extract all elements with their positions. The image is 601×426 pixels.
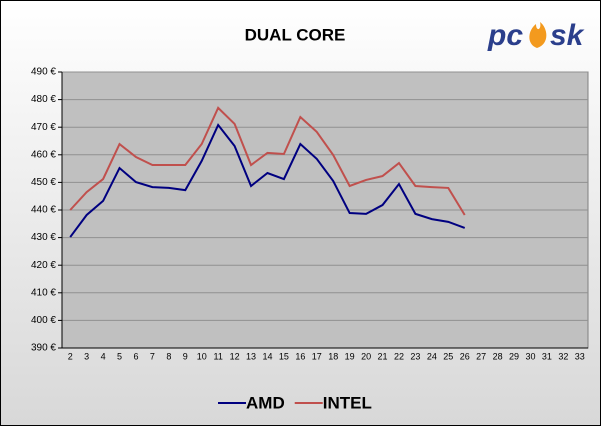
- x-tick-label: 32: [558, 351, 568, 361]
- series-line: [69, 123, 466, 238]
- x-tick-label: 26: [460, 351, 470, 361]
- x-tick-label: 25: [443, 351, 453, 361]
- x-tick-label: 7: [150, 351, 155, 361]
- x-tick-label: 10: [197, 351, 207, 361]
- x-tick-label: 30: [525, 351, 535, 361]
- x-tick-label: 18: [328, 351, 338, 361]
- y-tick-label: 440 €: [31, 205, 56, 216]
- legend-label: AMD: [246, 393, 285, 412]
- x-tick-label: 4: [101, 351, 106, 361]
- y-tick-label: 430 €: [31, 232, 56, 243]
- y-tick-label: 390 €: [31, 343, 56, 354]
- y-tick-label: 480 €: [31, 94, 56, 105]
- x-tick-label: 2: [68, 351, 73, 361]
- y-tick-label: 410 €: [31, 287, 56, 298]
- logo: pc sk: [487, 19, 585, 52]
- x-tick-label: 21: [378, 351, 388, 361]
- x-tick-label: 12: [230, 351, 240, 361]
- y-tick-label: 400 €: [31, 315, 56, 326]
- y-tick-label: 420 €: [31, 260, 56, 271]
- x-tick-label: 28: [493, 351, 503, 361]
- y-tick-label: 450 €: [31, 177, 56, 188]
- x-tick-label: 29: [509, 351, 519, 361]
- x-tick-label: 13: [246, 351, 256, 361]
- x-tick-label: 5: [117, 351, 122, 361]
- series-line: [69, 106, 466, 216]
- y-tick-label: 460 €: [31, 149, 56, 160]
- x-tick-label: 15: [279, 351, 289, 361]
- x-tick-label: 16: [295, 351, 305, 361]
- x-tick-label: 11: [213, 351, 222, 361]
- x-tick-label: 33: [575, 351, 585, 361]
- x-tick-label: 14: [262, 351, 272, 361]
- legend-label: INTEL: [323, 393, 372, 412]
- x-tick-label: 3: [84, 351, 89, 361]
- x-tick-label: 22: [394, 351, 404, 361]
- x-tick-label: 9: [183, 351, 188, 361]
- logo-text: sk: [550, 19, 585, 52]
- x-tick-label: 24: [427, 351, 437, 361]
- x-tick-label: 8: [166, 351, 171, 361]
- x-tick-label: 20: [361, 351, 371, 361]
- chart-title: DUAL CORE: [245, 25, 346, 44]
- x-tick-label: 19: [345, 351, 355, 361]
- logo-text: pc: [487, 19, 523, 52]
- y-tick-label: 490 €: [31, 67, 56, 78]
- x-tick-label: 23: [410, 351, 420, 361]
- x-tick-label: 31: [542, 351, 552, 361]
- x-tick-label: 27: [476, 351, 486, 361]
- x-tick-label: 17: [312, 351, 322, 361]
- y-tick-label: 470 €: [31, 122, 56, 133]
- x-tick-label: 6: [133, 351, 138, 361]
- logo-flame: [529, 22, 547, 48]
